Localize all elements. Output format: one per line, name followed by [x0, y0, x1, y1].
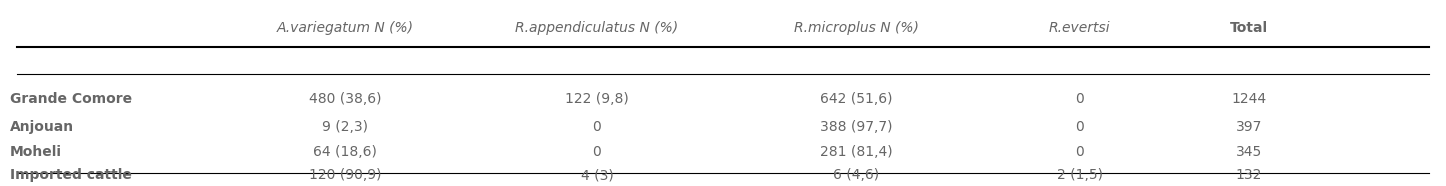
Text: Grande Comore: Grande Comore	[10, 92, 132, 106]
Text: R.evertsi: R.evertsi	[1048, 21, 1111, 35]
Text: R.microplus N (%): R.microplus N (%)	[794, 21, 918, 35]
Text: 345: 345	[1236, 145, 1262, 159]
Text: 0: 0	[1076, 120, 1084, 134]
Text: 0: 0	[593, 145, 602, 159]
Text: 0: 0	[1076, 145, 1084, 159]
Text: 132: 132	[1235, 168, 1262, 182]
Text: 642 (51,6): 642 (51,6)	[820, 92, 892, 106]
Text: A.variegatum N (%): A.variegatum N (%)	[276, 21, 414, 35]
Text: Total: Total	[1229, 21, 1268, 35]
Text: Imported cattle: Imported cattle	[10, 168, 132, 182]
Text: 388 (97,7): 388 (97,7)	[820, 120, 892, 134]
Text: 397: 397	[1235, 120, 1262, 134]
Text: Anjouan: Anjouan	[10, 120, 74, 134]
Text: 122 (9,8): 122 (9,8)	[565, 92, 629, 106]
Text: 120 (90,9): 120 (90,9)	[308, 168, 382, 182]
Text: 0: 0	[593, 120, 602, 134]
Text: 281 (81,4): 281 (81,4)	[820, 145, 892, 159]
Text: 64 (18,6): 64 (18,6)	[312, 145, 377, 159]
Text: 2 (1,5): 2 (1,5)	[1057, 168, 1102, 182]
Text: 1244: 1244	[1231, 92, 1267, 106]
Text: R.appendiculatus N (%): R.appendiculatus N (%)	[515, 21, 678, 35]
Text: 6 (4,6): 6 (4,6)	[833, 168, 879, 182]
Text: 9 (2,3): 9 (2,3)	[322, 120, 367, 134]
Text: 0: 0	[1076, 92, 1084, 106]
Text: Moheli: Moheli	[10, 145, 62, 159]
Text: 4 (3): 4 (3)	[581, 168, 613, 182]
Text: 480 (38,6): 480 (38,6)	[308, 92, 382, 106]
